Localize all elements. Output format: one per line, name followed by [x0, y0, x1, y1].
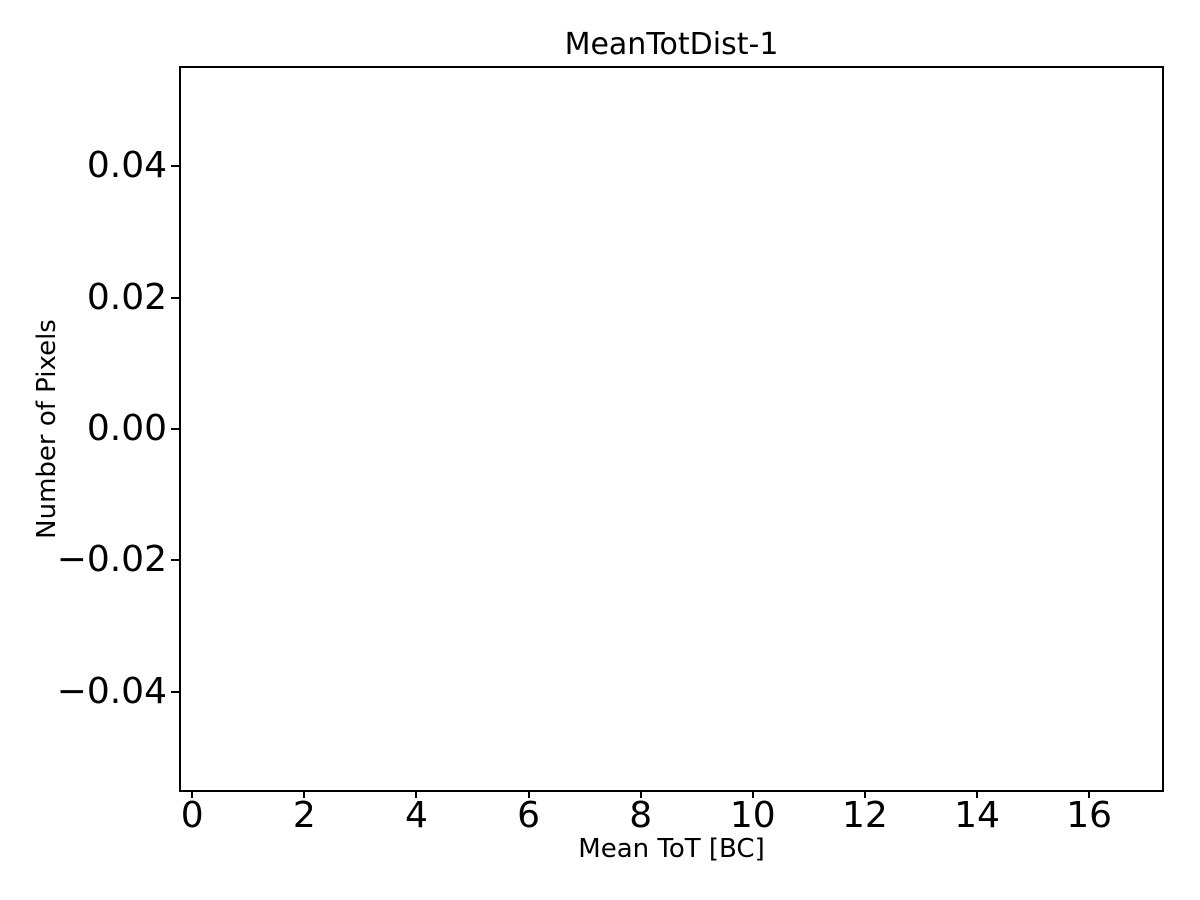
x-tick-label: 0	[180, 795, 204, 836]
x-tick-label: 12	[841, 795, 888, 836]
x-tick-mark	[415, 790, 418, 798]
y-tick-label: 0.02	[86, 276, 167, 318]
y-tick-mark	[171, 165, 181, 168]
x-tick-mark	[751, 790, 754, 798]
y-tick-label: −0.04	[56, 670, 167, 712]
x-tick-mark	[191, 790, 194, 798]
y-tick-mark	[171, 559, 181, 562]
x-tick-mark	[976, 790, 978, 798]
y-tick-label: 0.04	[86, 145, 167, 187]
x-tick-label: 10	[729, 795, 776, 836]
x-tick-label: 6	[517, 795, 540, 836]
x-tick-label: 2	[292, 795, 316, 836]
x-tick-mark	[639, 790, 642, 798]
x-tick-label: 4	[404, 795, 428, 836]
y-tick-mark	[171, 690, 181, 693]
x-tick-mark	[1088, 790, 1091, 798]
x-axis-label: Mean ToT [BC]	[578, 834, 765, 864]
y-tick-label: −0.02	[56, 539, 167, 581]
plot-area: 0 2 4 6 8 10 12 14 16 0.04 0.02 0.00 −0.02 −0.04	[57, 66, 1164, 834]
y-axis-label: Number of Pixels	[32, 319, 62, 539]
chart-title: MeanTotDist-1	[564, 27, 779, 62]
x-tick-mark	[527, 790, 530, 798]
x-tick-label: 14	[954, 795, 1000, 836]
y-tick-mark	[171, 428, 181, 430]
y-tick-label: 0.00	[86, 408, 167, 449]
x-tick-mark	[303, 790, 306, 798]
x-tick-label: 8	[629, 795, 653, 836]
y-tick-mark	[171, 296, 181, 299]
x-tick-mark	[863, 790, 866, 798]
x-tick-label: 16	[1066, 795, 1113, 836]
